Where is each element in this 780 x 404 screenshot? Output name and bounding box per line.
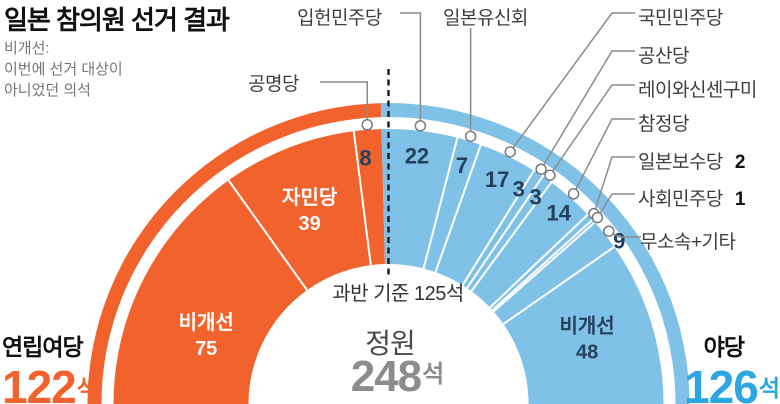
leader-dot-레이와신센구미 (544, 169, 556, 181)
separator-line (434, 143, 483, 274)
leader-dot-국민민주당 (504, 146, 516, 158)
leader-dot-공명당 (361, 119, 373, 131)
separator-line (227, 178, 309, 292)
leader-line-입헌민주당 (400, 12, 422, 126)
leader-line-공명당 (320, 81, 368, 125)
segment-number: 14 (546, 200, 571, 225)
separator-line (469, 180, 553, 293)
leader-dot-일본유신회 (464, 130, 477, 143)
separator-line (352, 130, 372, 267)
leader-line-사회민주당 (596, 193, 635, 219)
seat-band-opposition (381, 129, 664, 404)
leader-line-레이와신센구미 (549, 84, 635, 176)
leader-dot-무소속+기타 (603, 225, 615, 237)
segment-label: 비개선 48 (559, 315, 614, 364)
leader-dot-입헌민주당 (414, 120, 427, 132)
separator-line (465, 174, 545, 290)
leader-line-국민민주당 (509, 12, 635, 153)
leader-line-공산당 (540, 50, 635, 170)
leader-dot-공산당 (535, 163, 547, 175)
leader-dot-참정당 (567, 188, 580, 200)
separator-line (461, 169, 536, 287)
segment-number: 22 (405, 144, 429, 169)
separator-line (422, 136, 459, 270)
leader-line-참정당 (572, 118, 635, 195)
segment-number: 17 (485, 167, 509, 192)
segment-number: 3 (529, 185, 541, 210)
segment-number: 9 (613, 229, 625, 254)
separator-line (490, 218, 594, 312)
separator-line (492, 220, 597, 313)
seat-band-coalition (113, 129, 385, 404)
separator-line (502, 245, 616, 326)
segment-label: 비개선 75 (179, 311, 234, 360)
leader-line-일본보수당 (593, 156, 635, 214)
segment-number: 3 (513, 176, 525, 201)
separator-line (488, 213, 590, 309)
leader-dot-사회민주당 (591, 211, 604, 224)
segment-number: 7 (456, 153, 468, 178)
segment-label: 자민당 39 (282, 186, 338, 235)
segment-number: 8 (359, 146, 371, 171)
